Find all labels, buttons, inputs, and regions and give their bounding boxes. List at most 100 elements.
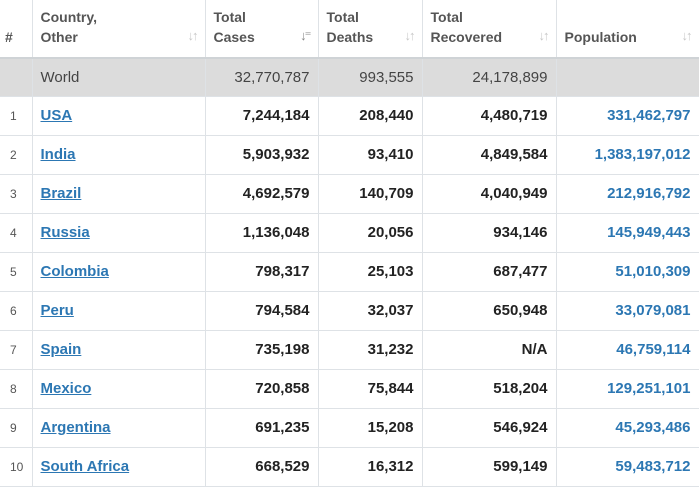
population-cell: 212,916,792 [556, 174, 699, 214]
table-header: # Country, Other ↓↑ Total Cases ↓⁼ Total… [0, 0, 699, 59]
rank-cell: 10 [0, 447, 33, 487]
population-cell: 129,251,101 [556, 369, 699, 409]
sort-arrows-icon[interactable]: ↓↑ [538, 28, 550, 43]
population-cell: 331,462,797 [556, 96, 699, 136]
total-deaths-cell: 15,208 [318, 408, 423, 448]
country-cell: India [32, 135, 206, 175]
sort-arrows-icon[interactable]: ↓↑ [681, 28, 693, 43]
country-link[interactable]: Brazil [40, 185, 82, 202]
total-deaths-cell: 31,232 [318, 330, 423, 370]
total-cases-cell: 720,858 [205, 369, 319, 409]
population-cell: 51,010,309 [556, 252, 699, 292]
total-recovered-cell: 687,477 [422, 252, 557, 292]
world-total-cases: 32,770,787 [205, 58, 319, 97]
country-link[interactable]: USA [40, 107, 73, 124]
population-cell: 45,293,486 [556, 408, 699, 448]
table-row: 1 USA 7,244,184 208,440 4,480,719 331,462,797 [0, 96, 699, 136]
total-cases-cell: 668,529 [205, 447, 319, 487]
country-cell: USA [32, 96, 206, 136]
total-deaths-cell: 32,037 [318, 291, 423, 331]
table-row: 5 Colombia 798,317 25,103 687,477 51,010,309 [0, 252, 699, 292]
rank-cell: 7 [0, 330, 33, 370]
total-recovered-cell: 4,040,949 [422, 174, 557, 214]
total-deaths-cell: 20,056 [318, 213, 423, 253]
rank-cell: 9 [0, 408, 33, 448]
total-cases-cell: 798,317 [205, 252, 319, 292]
rank-cell: 6 [0, 291, 33, 331]
total-cases-cell: 735,198 [205, 330, 319, 370]
total-cases-cell: 7,244,184 [205, 96, 319, 136]
country-link[interactable]: Russia [40, 224, 90, 241]
column-header-rank: # [0, 0, 33, 59]
total-deaths-cell: 140,709 [318, 174, 423, 214]
country-cell: Russia [32, 213, 206, 253]
total-recovered-cell: 4,849,584 [422, 135, 557, 175]
rank-cell: 2 [0, 135, 33, 175]
total-deaths-cell: 208,440 [318, 96, 423, 136]
column-header-country[interactable]: Country, Other ↓↑ [32, 0, 206, 59]
country-link[interactable]: Peru [40, 302, 74, 319]
total-cases-cell: 5,903,932 [205, 135, 319, 175]
table-row: 6 Peru 794,584 32,037 650,948 33,079,081 [0, 291, 699, 331]
country-link[interactable]: Colombia [40, 263, 109, 280]
country-cell: Colombia [32, 252, 206, 292]
table-row: 8 Mexico 720,858 75,844 518,204 129,251,101 [0, 369, 699, 409]
total-deaths-cell: 25,103 [318, 252, 423, 292]
total-recovered-cell: 599,149 [422, 447, 557, 487]
table-row: 10 South Africa 668,529 16,312 599,149 59,483… [0, 447, 699, 487]
world-label: World [32, 58, 206, 97]
table-row: 9 Argentina 691,235 15,208 546,924 45,293,486 [0, 408, 699, 448]
table-body: World 32,770,787 993,555 24,178,899 1 USA… [0, 58, 699, 487]
sort-arrows-icon[interactable]: ↓↑ [187, 28, 199, 43]
world-total-recovered: 24,178,899 [422, 58, 557, 97]
table-row: 2 India 5,903,932 93,410 4,849,584 1,383,197,… [0, 135, 699, 175]
country-cell: Mexico [32, 369, 206, 409]
country-cell: Argentina [32, 408, 206, 448]
total-recovered-cell: N/A [422, 330, 557, 370]
sort-descending-icon[interactable]: ↓⁼ [300, 28, 311, 43]
rank-cell: 4 [0, 213, 33, 253]
population-cell: 145,949,443 [556, 213, 699, 253]
total-cases-cell: 4,692,579 [205, 174, 319, 214]
rank-cell: 5 [0, 252, 33, 292]
table-row: 3 Brazil 4,692,579 140,709 4,040,949 212,916,… [0, 174, 699, 214]
total-cases-cell: 1,136,048 [205, 213, 319, 253]
table-row: 4 Russia 1,136,048 20,056 934,146 145,949,443 [0, 213, 699, 253]
country-link[interactable]: Spain [40, 341, 82, 358]
sort-arrows-icon[interactable]: ↓↑ [404, 28, 416, 43]
table-row: 7 Spain 735,198 31,232 N/A 46,759,114 [0, 330, 699, 370]
population-cell: 59,483,712 [556, 447, 699, 487]
country-cell: Brazil [32, 174, 206, 214]
total-deaths-cell: 93,410 [318, 135, 423, 175]
world-population [556, 58, 699, 97]
total-recovered-cell: 4,480,719 [422, 96, 557, 136]
country-cell: Spain [32, 330, 206, 370]
country-link[interactable]: Argentina [40, 419, 111, 436]
column-header-total-cases[interactable]: Total Cases ↓⁼ [205, 0, 319, 59]
total-cases-cell: 794,584 [205, 291, 319, 331]
world-total-deaths: 993,555 [318, 58, 423, 97]
country-link[interactable]: South Africa [40, 458, 130, 475]
world-rank-cell [0, 58, 33, 97]
column-header-population[interactable]: Population ↓↑ [556, 0, 699, 59]
total-deaths-cell: 75,844 [318, 369, 423, 409]
rank-cell: 8 [0, 369, 33, 409]
column-header-total-recovered[interactable]: Total Recovered ↓↑ [422, 0, 557, 59]
country-cell: South Africa [32, 447, 206, 487]
population-cell: 1,383,197,012 [556, 135, 699, 175]
total-deaths-cell: 16,312 [318, 447, 423, 487]
total-recovered-cell: 934,146 [422, 213, 557, 253]
rank-cell: 3 [0, 174, 33, 214]
population-cell: 46,759,114 [556, 330, 699, 370]
country-cell: Peru [32, 291, 206, 331]
country-link[interactable]: Mexico [40, 380, 92, 397]
country-link[interactable]: India [40, 146, 76, 163]
rank-cell: 1 [0, 96, 33, 136]
total-recovered-cell: 650,948 [422, 291, 557, 331]
column-header-total-deaths[interactable]: Total Deaths ↓↑ [318, 0, 423, 59]
total-recovered-cell: 546,924 [422, 408, 557, 448]
world-total-row: World 32,770,787 993,555 24,178,899 [0, 58, 699, 97]
total-recovered-cell: 518,204 [422, 369, 557, 409]
population-cell: 33,079,081 [556, 291, 699, 331]
